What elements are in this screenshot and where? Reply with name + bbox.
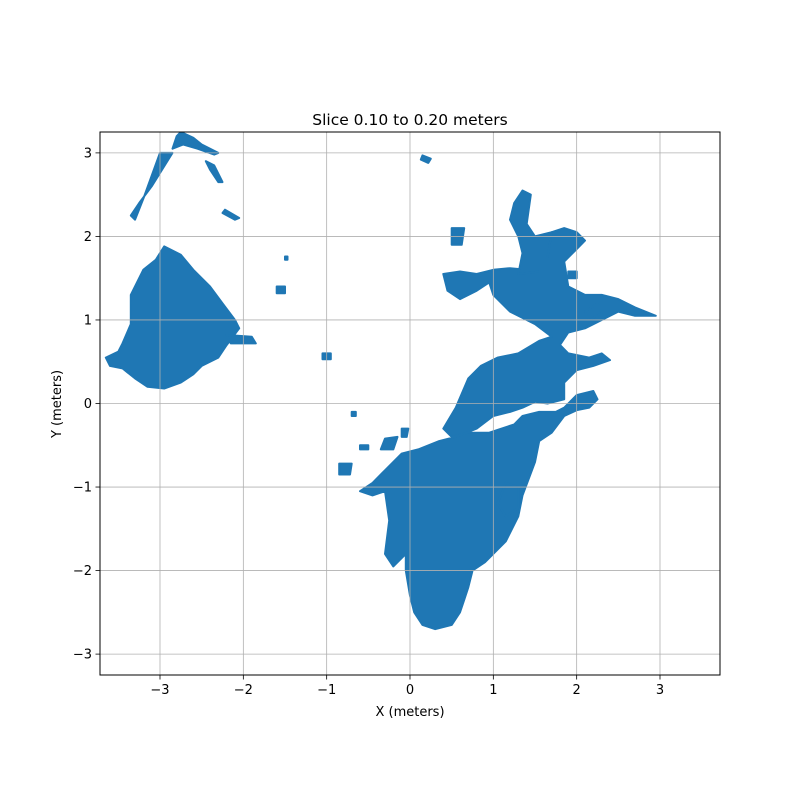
point-cloud-region [567,270,578,280]
point-cloud-region [400,427,410,438]
data-layer [104,132,657,631]
point-cloud-region [419,154,432,164]
y-axis-label: Y (meters) [50,370,65,439]
x-tick-label: −2 [234,683,253,698]
x-tick-label: 3 [656,683,664,698]
point-cloud-region [359,227,657,631]
x-tick-label: 0 [406,683,414,698]
point-cloud-region [379,435,399,451]
point-cloud-region [284,255,289,261]
x-axis-label: X (meters) [375,705,444,720]
y-tick-label: −1 [73,481,92,496]
x-tick-label: −3 [150,683,169,698]
point-cloud-region [496,481,520,518]
point-cloud-region [221,208,241,221]
grid-layer [100,132,720,675]
point-cloud-region [584,302,603,321]
y-tick-label: 0 [84,397,92,412]
x-tick-label: 1 [489,683,497,698]
point-cloud-region [338,462,353,476]
y-tick-label: 1 [84,313,92,328]
point-cloud-region [129,151,174,221]
x-tick-label: −1 [317,683,336,698]
point-cloud-region [171,132,220,156]
y-tick-label: 2 [84,230,92,245]
x-tick-label: 2 [573,683,581,698]
y-tick-label: −3 [73,648,92,663]
y-tick-label: 3 [84,146,92,161]
point-cloud-region [225,334,257,345]
point-cloud-region [359,444,370,451]
point-cloud-region [275,285,286,295]
y-tick-label: −2 [73,564,92,579]
chart-title: Slice 0.10 to 0.20 meters [312,111,508,129]
tick-layer: −3 −2 −1 0 1 2 3 −3 −2 −1 0 1 2 3 [73,146,664,698]
point-cloud-region [350,410,357,417]
point-cloud-region [204,160,224,184]
